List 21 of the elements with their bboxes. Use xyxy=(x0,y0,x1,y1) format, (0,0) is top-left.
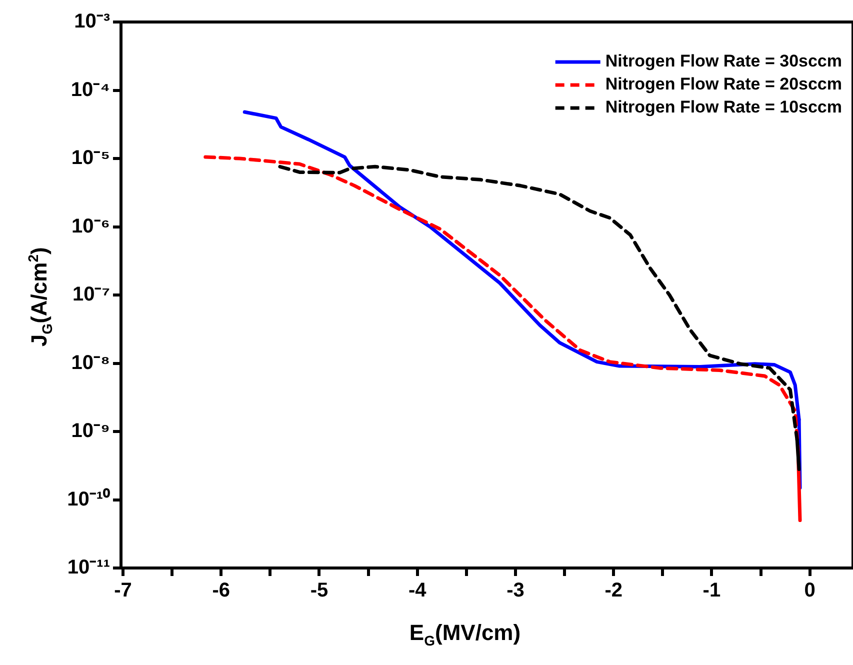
y-tick-label: 10⁻⁸ xyxy=(71,352,110,374)
y-tick-label: 10⁻⁵ xyxy=(71,147,110,170)
y-tick-label: 10⁻⁶ xyxy=(72,215,110,238)
x-tick-label: -6 xyxy=(212,580,230,602)
y-tick-label: 10⁻¹⁰ xyxy=(67,487,110,510)
y-tick-label: 10⁻³ xyxy=(74,10,110,33)
legend-label: Nitrogen Flow Rate = 30sccm xyxy=(605,52,842,71)
x-tick-label: -3 xyxy=(506,580,524,602)
x-tick-label: -1 xyxy=(702,580,721,602)
x-tick-label: -2 xyxy=(604,580,622,602)
y-tick-label: 10⁻⁹ xyxy=(71,420,110,442)
y-tick-label: 10⁻⁷ xyxy=(72,284,110,306)
y-tick-label: 10⁻⁴ xyxy=(70,78,110,101)
legend-label: Nitrogen Flow Rate = 20sccm xyxy=(605,74,842,94)
y-tick-label: 10⁻¹¹ xyxy=(67,556,110,579)
legend-label: Nitrogen Flow Rate = 10sccm xyxy=(605,98,842,117)
x-tick-label: -4 xyxy=(408,580,428,602)
x-tick-label: -7 xyxy=(114,580,132,602)
x-tick-label: -5 xyxy=(310,580,328,602)
x-tick-label: 0 xyxy=(804,580,816,602)
x-axis-title: E$_{G}$(MV/cm) xyxy=(408,620,522,648)
